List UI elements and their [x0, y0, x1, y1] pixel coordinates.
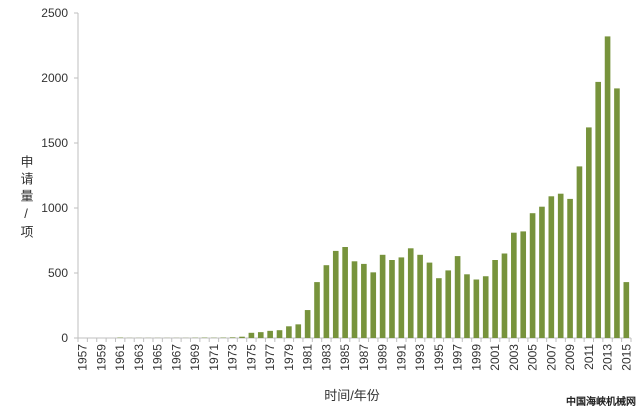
bar [407, 248, 414, 338]
bar [511, 232, 517, 338]
bar [276, 330, 283, 338]
x-tick-label: 2013 [601, 344, 615, 371]
x-tick-label: 1977 [263, 344, 277, 371]
bar [492, 260, 498, 338]
bar [426, 262, 433, 338]
y-tick-label: 0 [61, 331, 68, 345]
x-tick-label: 1961 [113, 344, 127, 371]
bar [398, 257, 405, 338]
bar [286, 326, 292, 338]
bar [267, 330, 273, 338]
bar [473, 279, 480, 338]
y-tick-label: 2500 [41, 6, 68, 20]
watermark: 中国海峡机械网 [566, 395, 636, 408]
x-tick-label: 1999 [469, 344, 483, 371]
x-tick-label: 1959 [94, 344, 108, 371]
x-tick-label: 1993 [413, 344, 427, 371]
x-tick-label: 1957 [76, 344, 90, 371]
x-axis-title: 时间/年份 [324, 388, 380, 403]
x-tick-label: 1965 [151, 344, 165, 371]
bar [464, 274, 470, 338]
bar [332, 250, 339, 338]
x-tick-label: 2011 [582, 344, 596, 370]
x-tick-label: 2005 [526, 344, 540, 371]
bar [304, 310, 311, 338]
bar [557, 193, 564, 338]
bar [436, 278, 442, 338]
bar [445, 270, 452, 338]
bar [239, 336, 245, 338]
x-tick-label: 1979 [282, 344, 296, 371]
x-tick-label: 2001 [488, 344, 502, 371]
bar [295, 324, 302, 338]
x-tick-label: 1989 [376, 344, 390, 371]
x-tick-label: 2003 [507, 344, 521, 371]
bar [314, 282, 320, 338]
bar [342, 247, 348, 338]
x-tick-label: 1967 [169, 344, 183, 371]
x-tick-label: 1969 [188, 344, 202, 371]
y-tick-label: 500 [48, 266, 68, 280]
y-tick-label: 2000 [41, 71, 68, 85]
x-tick-label: 1981 [301, 344, 315, 371]
y-tick-label: 1000 [41, 201, 68, 215]
x-tick-label: 1985 [338, 344, 352, 371]
x-tick-label: 2009 [563, 344, 577, 371]
x-tick-label: 1973 [226, 344, 240, 371]
x-tick-label: 1983 [319, 344, 333, 371]
bar [417, 254, 423, 338]
x-tick-label: 1987 [357, 344, 371, 371]
bar [229, 337, 236, 338]
x-tick-label: 2007 [544, 344, 558, 371]
bar [361, 263, 367, 338]
x-tick-label: 1963 [132, 344, 146, 371]
bar [529, 213, 536, 338]
bar [548, 196, 555, 338]
bar [248, 332, 255, 338]
x-tick-label: 1995 [432, 344, 446, 371]
x-tick-label: 2015 [619, 344, 633, 371]
bar [501, 253, 508, 338]
bar [595, 81, 602, 339]
bar [370, 272, 377, 338]
bar [567, 198, 573, 338]
bar [257, 332, 264, 338]
bar [586, 127, 592, 339]
bar [389, 260, 395, 338]
bar [379, 254, 386, 338]
bar [454, 256, 461, 338]
bar [604, 36, 611, 339]
x-tick-label: 1975 [244, 344, 258, 371]
x-tick-label: 1991 [394, 344, 408, 371]
y-tick-label: 1500 [41, 136, 68, 150]
x-tick-label: 1971 [207, 344, 221, 371]
bar [623, 282, 630, 338]
y-axis-title: 申请量/项 [19, 155, 34, 242]
bar [520, 231, 527, 338]
bar [539, 206, 545, 338]
x-tick-label: 1997 [451, 344, 465, 371]
bar [323, 265, 330, 338]
bar [614, 88, 620, 339]
bar [482, 276, 489, 338]
bar [351, 261, 358, 338]
bar [576, 166, 583, 338]
